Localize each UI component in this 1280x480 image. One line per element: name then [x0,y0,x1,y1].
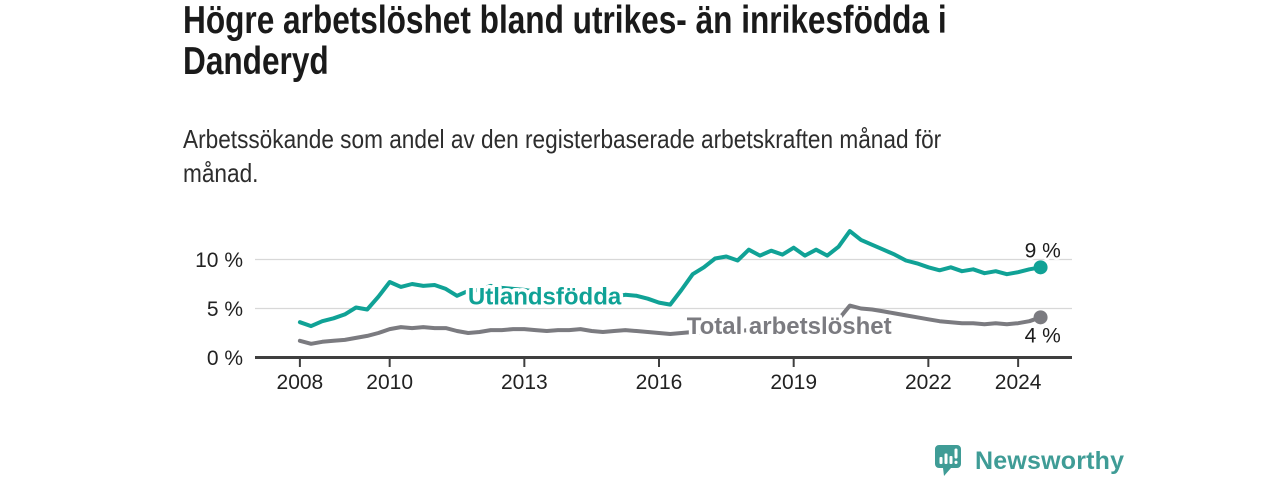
series-line-utlandsf-dda [297,229,1043,329]
x-tick-label: 2008 [277,371,324,394]
series-end-value-label: 9 % [1025,239,1061,262]
newsworthy-logo-icon [935,445,961,476]
y-tick-label: 10 % [195,249,243,272]
series-line-total-arbetsl-shet [297,303,1043,346]
page-title-line-2: Danderyd [183,40,329,83]
page-title: Högre arbetslöshet bland utrikes- än inr… [183,0,947,82]
y-tick-label: 0 % [207,347,243,370]
y-tick-label: 5 % [207,298,243,321]
x-tick-label: 2024 [995,371,1042,394]
x-tick-label: 2022 [905,371,952,394]
series-label: Total arbetslöshet [687,313,892,340]
x-tick-label: 2013 [501,371,548,394]
x-tick-label: 2010 [366,371,413,394]
x-tick-label: 2019 [770,371,817,394]
series-end-value-label: 4 % [1025,324,1061,347]
newsworthy-logo-text: Newsworthy [975,446,1125,475]
chart-subtitle-line-2: månad. [183,158,259,188]
series-end-dot [1033,260,1048,275]
newsworthy-branding: Newsworthy [934,444,1124,478]
series-end-dot [1033,310,1048,325]
chart-subtitle: Arbetssökande som andel av den registerb… [183,122,941,190]
series-label: Utlandsfödda [468,284,622,311]
x-tick-label: 2016 [636,371,683,394]
page-title-line-1: Högre arbetslöshet bland utrikes- än inr… [183,0,947,42]
chart-subtitle-line-1: Arbetssökande som andel av den registerb… [183,124,942,154]
